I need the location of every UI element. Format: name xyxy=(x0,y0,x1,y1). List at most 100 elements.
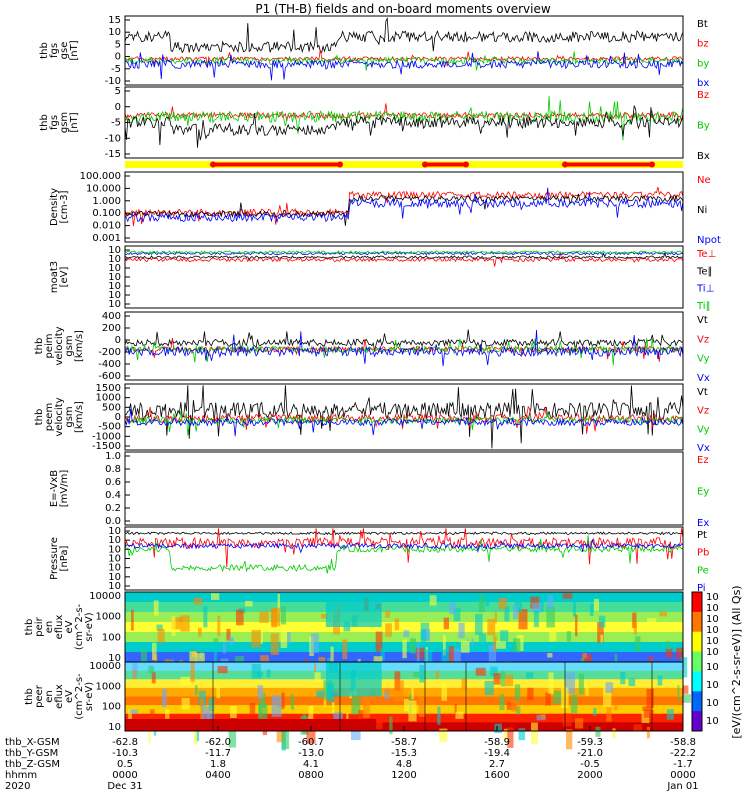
panel-ylabel: fgs xyxy=(49,115,60,130)
spectrogram-texture xyxy=(513,638,521,653)
spectrogram-texture xyxy=(308,706,314,728)
series-line xyxy=(124,96,684,141)
panel-fgs-gsm: thb fgs gsm [nT] 5 0 -5 -10 -15 Bz By Bx xyxy=(39,86,710,162)
panel-ylabel: peir xyxy=(34,616,45,636)
spectrogram-texture xyxy=(207,712,215,726)
spectrogram-band xyxy=(125,670,683,680)
panel-ytick-label: 100 xyxy=(102,632,121,643)
panel-ytick-label: 0.6 xyxy=(105,477,121,488)
spectrogram-texture xyxy=(539,599,544,612)
spectrogram-texture xyxy=(515,602,523,612)
panel-ytick-label: -600 xyxy=(98,371,121,382)
panel-ylabel: eV xyxy=(64,690,75,703)
panel-ytick-label: 10 xyxy=(108,572,121,583)
panel-ytick-label: 100.000 xyxy=(80,171,121,182)
panel-efield: E=-VxB [mV/m] 1.0 0.8 0.6 0.4 0.2 0.0 Ez Ey Ex xyxy=(49,451,709,529)
spectrogram-texture xyxy=(194,685,198,696)
colorbar-tick: 10 xyxy=(706,603,719,614)
spectrogram-texture xyxy=(270,633,279,655)
spectrogram-texture xyxy=(211,593,220,600)
mode-bar-marker xyxy=(463,161,469,168)
spectrogram-texture xyxy=(342,639,348,660)
spectrogram-texture xyxy=(599,615,606,628)
x-axis-tick-label: 1.8 xyxy=(210,759,226,770)
spectrogram-texture xyxy=(582,652,587,659)
spectrogram-texture xyxy=(217,666,228,674)
spectrogram-texture xyxy=(125,719,377,731)
panel-ytick-label: 0.010 xyxy=(92,221,121,232)
spectrogram-texture xyxy=(485,599,490,607)
spectrogram-texture xyxy=(290,694,295,710)
spectrogram-texture xyxy=(429,595,437,606)
panel-ylabel: [cm-3] xyxy=(59,190,70,223)
panel-ylabel: Pressure xyxy=(49,537,60,580)
spectrogram-texture xyxy=(260,629,263,644)
spectrogram-texture xyxy=(271,695,282,717)
spectrogram-texture xyxy=(647,618,657,631)
spectrogram-texture xyxy=(646,688,654,708)
spectrogram-texture xyxy=(458,622,465,639)
panel-ytick-label: 1500 xyxy=(96,383,121,394)
spectrogram-texture xyxy=(441,649,452,671)
spectrogram-texture xyxy=(677,685,680,702)
spectrogram-texture xyxy=(213,646,217,662)
spectrogram-texture xyxy=(499,694,505,710)
spectrogram-texture xyxy=(258,698,262,717)
panel-ytick-label: -5 xyxy=(111,118,121,129)
series-line xyxy=(124,251,684,261)
panel-ylabel: [nT] xyxy=(69,112,80,132)
spectrogram-texture xyxy=(493,635,497,652)
spectrogram-texture xyxy=(453,608,461,622)
panel-ytick-label: 0.4 xyxy=(105,490,121,501)
spectrogram-texture xyxy=(236,609,244,626)
panel-ytick-label: 1.000 xyxy=(92,196,121,207)
spectrogram-texture xyxy=(216,687,220,699)
spectrogram-texture xyxy=(228,637,234,645)
spectrogram-texture xyxy=(259,611,269,623)
x-axis-tick-label: -60.7 xyxy=(298,737,324,748)
panel-ylabel: [km/s] xyxy=(74,401,85,433)
panel-ylabel: [nT] xyxy=(69,40,80,60)
spectrogram-texture xyxy=(419,665,425,683)
spectrogram-texture xyxy=(257,685,264,699)
panel-frame xyxy=(124,171,684,243)
spectrogram-band xyxy=(125,713,683,723)
panel-ytick-label: 5 xyxy=(115,86,121,97)
panel-frame xyxy=(124,311,684,381)
spectrogram-texture xyxy=(411,687,414,700)
spectrogram-texture xyxy=(195,653,205,670)
spectrogram-texture xyxy=(251,663,261,679)
panel-ytick-label: 1000 xyxy=(96,393,121,404)
panel-ytick-label: 1000 xyxy=(96,681,121,692)
spectrogram-texture xyxy=(575,614,578,637)
spectrogram-texture xyxy=(682,694,691,703)
panel-frame xyxy=(124,383,684,451)
spectrogram-texture xyxy=(496,641,506,649)
panel-ylabel: peim xyxy=(44,333,55,358)
series-line xyxy=(124,528,684,568)
spectrogram-texture xyxy=(518,609,528,630)
spectrogram-texture xyxy=(332,702,335,713)
spectrogram-band xyxy=(125,662,683,672)
panel-ytick-label: 10 xyxy=(108,653,121,664)
panel-ytick-label: 200 xyxy=(102,323,121,334)
colorbar-tick: 10 xyxy=(706,647,719,658)
x-axis-tick-label: -0.5 xyxy=(580,759,600,770)
panel-ylabel: gsm xyxy=(64,406,75,427)
legend-entry: Pe xyxy=(697,565,709,576)
panel-ylabel: en xyxy=(44,690,55,703)
legend-entry: bx xyxy=(697,78,709,89)
panel-ytick-label: 10 xyxy=(108,290,121,301)
panel-ytick-label: -10 xyxy=(105,133,121,144)
spectrogram-texture xyxy=(129,709,139,714)
spectrogram-texture xyxy=(217,615,221,637)
colorbar-tick: 10 xyxy=(706,592,719,603)
spectrogram-texture xyxy=(150,709,155,728)
spectrogram-texture xyxy=(424,649,433,666)
spectrogram-band xyxy=(125,612,683,623)
panel-ytick-label: 10 xyxy=(108,563,121,574)
series-line xyxy=(124,385,684,449)
spectrogram-texture xyxy=(547,653,553,658)
